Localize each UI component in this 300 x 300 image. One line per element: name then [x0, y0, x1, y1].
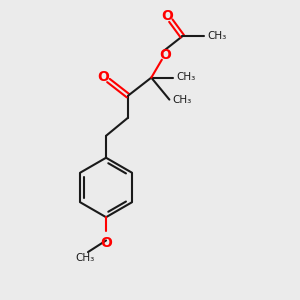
Text: CH₃: CH₃	[207, 31, 226, 41]
Text: CH₃: CH₃	[176, 72, 196, 82]
Text: O: O	[100, 236, 112, 250]
Text: CH₃: CH₃	[172, 95, 192, 105]
Text: O: O	[97, 70, 109, 84]
Text: CH₃: CH₃	[76, 254, 95, 263]
Text: O: O	[159, 48, 171, 62]
Text: O: O	[161, 9, 173, 23]
